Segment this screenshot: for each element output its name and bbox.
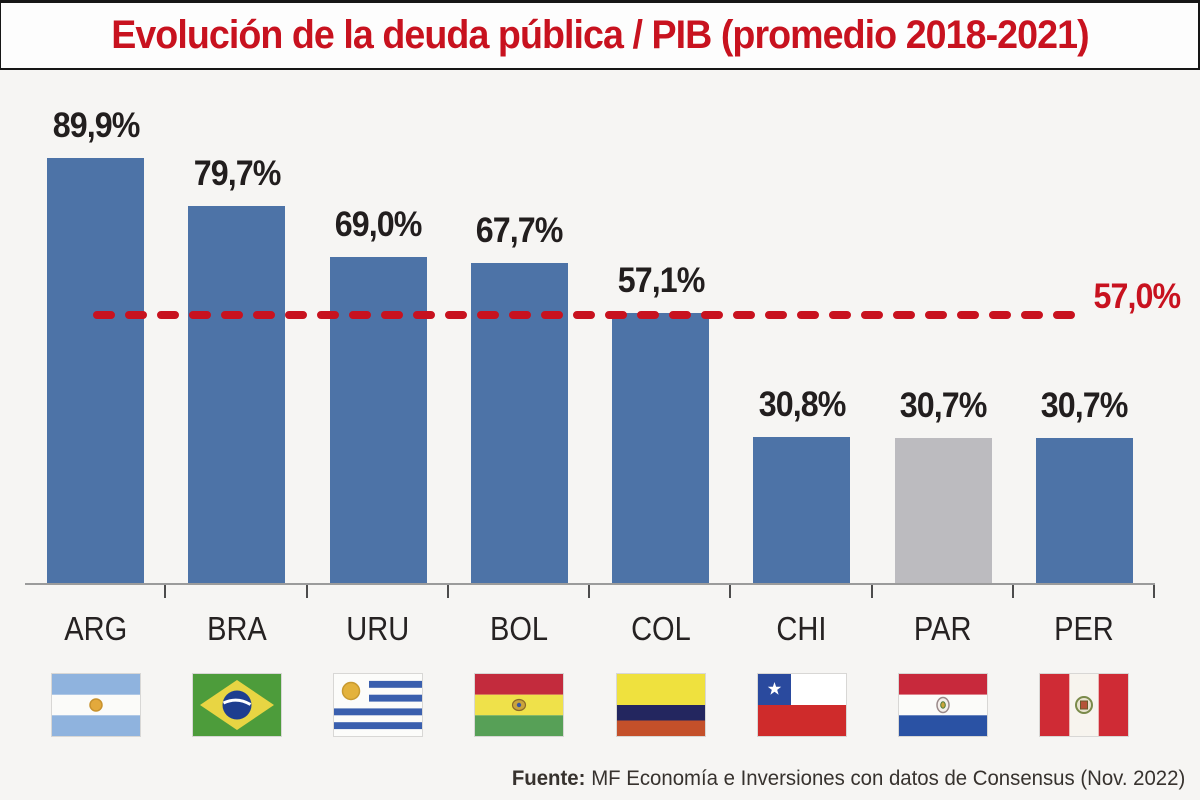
bar-value-label: 30,8% [758,385,847,424]
axis-tick-segment [449,585,590,598]
flag-slot [873,674,1014,736]
bar-slot: 69,0% [308,90,449,583]
bar-slot: 30,8% [731,90,872,583]
bar-slot: 30,7% [1014,90,1155,583]
chart-title: Evolución de la deuda pública / PIB (pro… [110,13,1089,57]
axis-tick-segment [590,585,732,598]
flag-chi [757,674,846,736]
category-label: COL [630,610,691,647]
flag-slot [166,674,307,736]
bar-value-label: 30,7% [899,386,988,425]
category-slot: BOL [449,610,590,648]
bar-value-label: 67,7% [476,211,564,250]
source-note: Fuente: MF Economía e Inversiones con dat… [512,767,1185,791]
flag-slot [731,674,872,736]
bar-slot: 89,9% [25,90,166,583]
title-banner: Evolución de la deuda pública / PIB (pro… [0,0,1200,70]
bar-slot: 30,7% [873,90,1014,583]
bar-col [612,313,710,583]
flag-slot [449,674,590,736]
flag-row [25,674,1155,736]
source-label: Fuente: [511,767,586,790]
bar-value-label: 89,9% [52,106,140,145]
bars-layer: 89,9% 79,7% 69,0% 67,7% 57,1% 30,8% 30,7… [25,90,1155,583]
x-axis [25,583,1155,598]
category-row: ARG BRA URU BOL COL CHI PAR PER [25,610,1155,648]
colombia-flag-icon [616,674,705,736]
bar-bra [188,206,286,583]
bar-value-label: 79,7% [193,154,282,193]
category-slot: BRA [166,610,307,648]
flag-slot [1014,674,1155,736]
bar-bol [470,263,568,583]
brazil-flag-icon [192,674,281,736]
bar-value-label: 69,0% [334,205,423,244]
bar-chi [753,437,851,583]
uruguay-flag-icon [334,674,423,736]
category-slot: CHI [731,610,872,648]
axis-tick-segment [25,585,167,598]
flag-arg [51,674,140,736]
category-slot: PER [1014,610,1155,648]
bar-slot: 57,1% [590,90,731,583]
bar-slot: 79,7% [166,90,307,583]
category-label: URU [346,610,410,647]
axis-tick-segment [1014,585,1155,598]
bar-uru [329,257,427,583]
category-label: PER [1054,610,1115,647]
category-slot: PAR [873,610,1014,648]
source-text: MF Economía e Inversiones con datos de C… [590,767,1185,790]
paraguay-flag-icon [899,674,988,736]
bolivia-flag-icon [475,674,564,736]
bar-value-label: 57,1% [617,261,705,300]
flag-slot [590,674,731,736]
flag-per [1040,674,1129,736]
flag-slot [308,674,449,736]
flag-slot [25,674,166,736]
peru-flag-icon [1040,674,1129,736]
flag-par [899,674,988,736]
argentina-flag-icon [51,674,140,736]
bar-par [894,438,992,583]
axis-tick-segment [166,585,308,598]
category-label: BOL [490,610,549,647]
flag-col [616,674,705,736]
flag-bol [475,674,564,736]
category-label: BRA [207,610,267,647]
flag-uru [334,674,423,736]
category-label: ARG [64,610,128,647]
category-label: CHI [776,610,827,647]
axis-tick-segment [873,585,1014,598]
bar-arg [47,158,145,583]
axis-tick-segment [731,585,873,598]
category-slot: ARG [25,610,166,648]
bar-value-label: 30,7% [1041,386,1129,425]
category-slot: COL [590,610,731,648]
bar-slot: 67,7% [449,90,590,583]
flag-bra [192,674,281,736]
chile-flag-icon [757,674,846,736]
bar-per [1035,438,1133,583]
axis-tick-segment [308,585,449,598]
reference-line-label: 57,0% [1093,277,1181,316]
category-slot: URU [308,610,449,648]
category-label: PAR [914,610,972,647]
